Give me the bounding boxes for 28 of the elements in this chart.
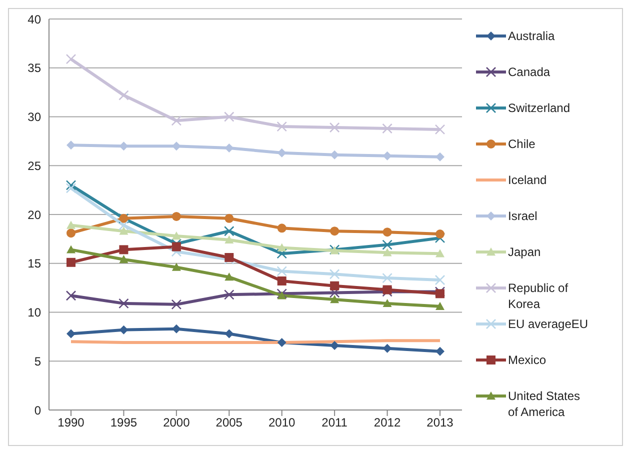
y-tick-label: 0 <box>34 403 42 418</box>
y-tick-label: 35 <box>28 61 42 76</box>
legend-label: EU averageEU <box>507 316 590 332</box>
x-tick-label: 1990 <box>58 416 85 430</box>
x-tick-label: 2010 <box>268 416 296 430</box>
legend-label: Israel <box>507 208 538 224</box>
legend-label: Iceland <box>507 172 548 188</box>
y-tick-label: 25 <box>28 158 42 173</box>
y-tick-label: 15 <box>28 256 42 271</box>
y-tick-label: 10 <box>28 306 42 320</box>
y-tick-label: 5 <box>34 354 42 368</box>
legend-label: Australia <box>507 28 556 44</box>
legend-label: Japan <box>507 244 542 260</box>
x-tick-label: 2012 <box>374 416 401 430</box>
legend-label: Mexico <box>507 352 548 368</box>
legend-label: Chile <box>507 136 536 152</box>
x-tick-label: 2011 <box>322 416 348 430</box>
legend-label: Switzerland <box>507 100 572 116</box>
legend-label: Republic of Korea <box>507 280 570 312</box>
x-tick-label: 2013 <box>426 416 454 430</box>
y-tick-label: 40 <box>28 12 42 26</box>
y-tick-label: 30 <box>28 110 42 124</box>
legend-label: United States of America <box>507 388 582 420</box>
x-tick-label: 1995 <box>110 416 138 430</box>
x-tick-label: 2005 <box>216 416 243 430</box>
y-tick-label: 20 <box>28 208 42 222</box>
x-tick-label: 2000 <box>163 416 190 430</box>
legend-label: Canada <box>507 64 552 80</box>
